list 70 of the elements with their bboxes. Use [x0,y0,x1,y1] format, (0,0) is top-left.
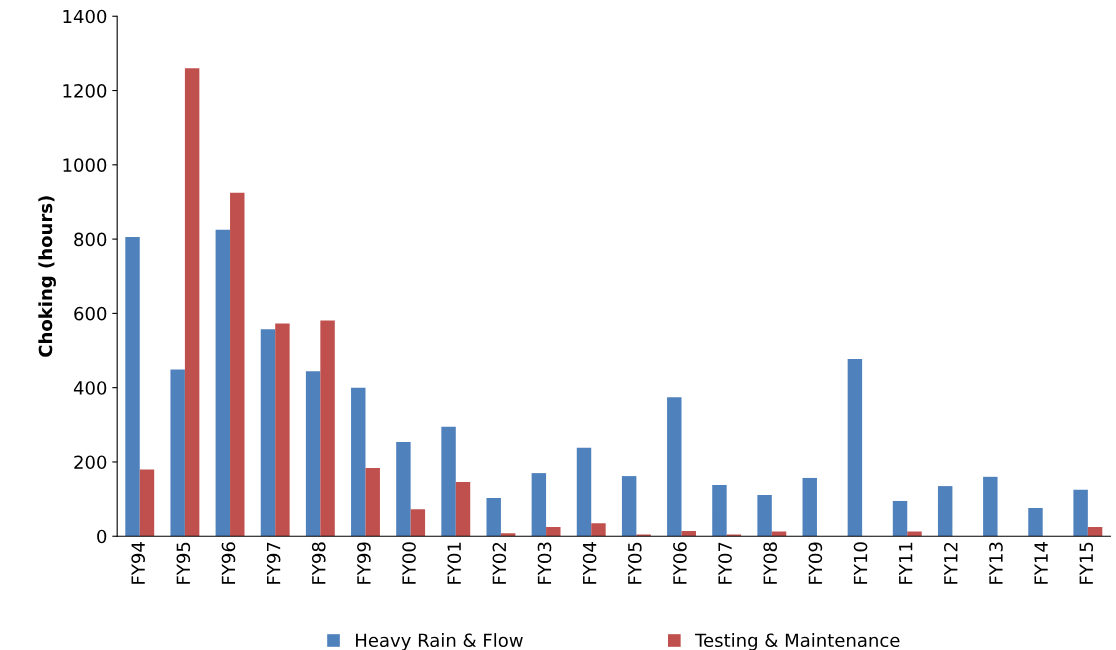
bar [712,484,727,537]
bar [546,526,561,537]
bar [305,371,321,537]
bar [260,329,276,537]
y-tick-label: 400 [73,381,107,395]
y-tick-label: 1400 [63,9,107,24]
x-tick-label: FY05 [627,542,642,584]
x-tick-label: FY00 [402,542,416,584]
bar [937,486,953,537]
y-tick-label: 1000 [63,158,107,172]
bar [365,467,380,537]
x-tick-label: FY07 [718,542,732,584]
bar [275,323,290,537]
bar [892,500,908,537]
bar [486,497,501,537]
x-tick-label: FY99 [357,542,371,584]
bar [771,531,787,537]
x-tick-label: FY08 [763,542,778,584]
bar [667,397,682,537]
bar [847,359,863,537]
bar [1073,489,1088,537]
x-tick-label: FY11 [899,542,913,584]
bar [591,523,606,537]
bar [410,509,426,537]
x-tick-label: FY09 [808,542,823,584]
x-tick-label: FY15 [1079,542,1094,584]
legend-label: Heavy Rain & Flow [356,633,523,650]
bar [531,473,547,537]
x-tick-label: FY06 [673,542,687,584]
bar [500,533,516,537]
bar [170,369,185,537]
x-tick-label: FY98 [311,542,326,584]
x-tick-label: FY03 [537,542,552,584]
bar [983,476,998,537]
bar [139,469,155,537]
y-axis-title: Choking (hours) [38,196,56,357]
y-tick-label: 200 [74,455,107,470]
bar [230,192,245,537]
bar [351,387,366,537]
bar [681,531,696,537]
bar [215,229,231,537]
x-tick-label: FY97 [266,542,281,584]
x-tick-label: FY94 [131,542,145,584]
bar [320,320,335,537]
x-tick-label: FY12 [943,542,958,584]
x-tick-label: FY02 [492,542,507,584]
bar [576,447,592,537]
bar [907,531,922,537]
x-tick-label: FY01 [447,542,462,584]
y-tick-label: 0 [97,529,107,544]
bar [396,441,411,537]
bar [455,482,471,537]
x-tick-label: FY13 [989,542,1003,584]
bar [1028,508,1043,537]
legend-label: Testing & Maintenance [695,633,900,650]
x-tick-label: FY10 [853,542,868,584]
bar [1087,526,1103,537]
x-tick-label: FY14 [1034,542,1048,584]
bar [441,426,456,537]
bar [125,236,140,537]
bar [621,476,637,537]
x-tick-label: FY95 [176,542,191,584]
bar [757,495,772,537]
y-tick-label: 800 [74,232,107,247]
x-tick-label: FY96 [221,542,236,584]
x-tick-label: FY04 [582,542,597,584]
bar [184,68,200,537]
y-tick-label: 1200 [63,83,107,98]
y-tick-label: 600 [74,306,107,321]
bar [802,477,817,537]
